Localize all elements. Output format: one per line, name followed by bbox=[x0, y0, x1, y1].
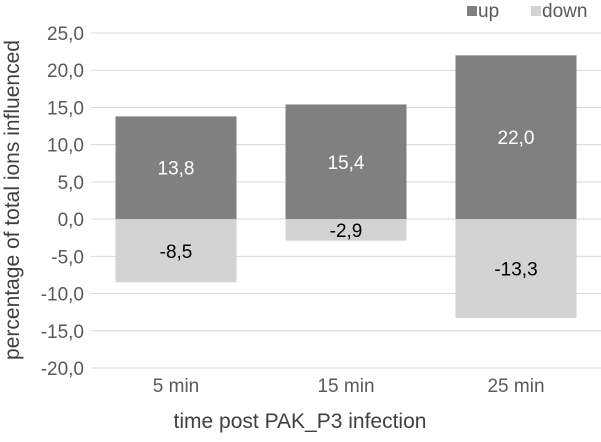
bar-up bbox=[115, 116, 237, 220]
y-tick-label: -10,0 bbox=[41, 285, 84, 306]
legend-swatch-up bbox=[467, 6, 477, 16]
y-tick-label: 5,0 bbox=[58, 173, 84, 194]
x-tick-label: 5 min bbox=[153, 376, 199, 397]
y-tick-label: 0,0 bbox=[58, 210, 84, 231]
x-tick-label: 25 min bbox=[487, 376, 544, 397]
legend-label-up: up bbox=[478, 1, 499, 22]
x-axis-title: time post PAK_P3 infection bbox=[174, 410, 427, 433]
legend-swatch-down bbox=[531, 6, 541, 16]
y-tick-label: 10,0 bbox=[47, 136, 84, 157]
bar-down bbox=[285, 219, 407, 241]
data-label-up: 15,4 bbox=[328, 153, 365, 174]
bar-up bbox=[285, 104, 407, 220]
y-tick-label: 25,0 bbox=[47, 24, 84, 45]
y-tick-label: 20,0 bbox=[47, 61, 84, 82]
legend-label-down: down bbox=[542, 1, 587, 22]
y-tick-label: -20,0 bbox=[41, 359, 84, 380]
y-tick-label: 15,0 bbox=[47, 98, 84, 119]
bar-down bbox=[455, 219, 577, 319]
data-label-up: 22,0 bbox=[498, 128, 535, 149]
data-label-down: -8,5 bbox=[160, 242, 193, 263]
y-axis-title: percentage of total ions influenced bbox=[1, 40, 24, 360]
y-tick-label: -15,0 bbox=[41, 322, 84, 343]
data-label-down: -13,3 bbox=[494, 260, 537, 281]
y-tick-label: -5,0 bbox=[51, 247, 84, 268]
bar-down bbox=[115, 219, 237, 283]
x-tick-label: 15 min bbox=[317, 376, 374, 397]
data-label-up: 13,8 bbox=[158, 159, 195, 180]
data-label-down: -2,9 bbox=[330, 221, 363, 242]
bar-up bbox=[455, 55, 577, 220]
